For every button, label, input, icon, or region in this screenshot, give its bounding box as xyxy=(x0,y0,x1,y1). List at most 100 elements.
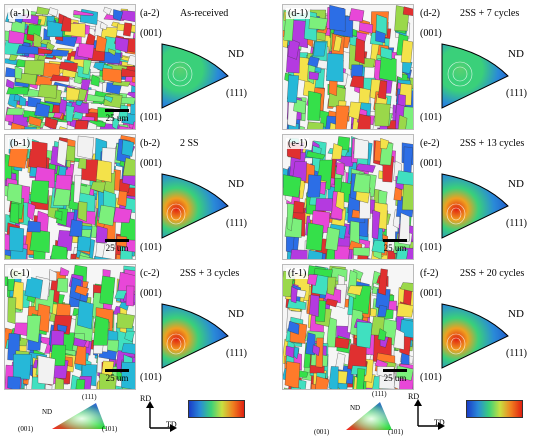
key-001-right: (001) xyxy=(314,428,329,436)
ipf-pole-111: (111) xyxy=(226,348,247,359)
ipf-pole-101: (101) xyxy=(420,372,442,383)
ebsd-map-d1: (d-1) xyxy=(282,4,414,130)
ipf-pole-101: (101) xyxy=(140,242,162,253)
grain xyxy=(354,138,369,159)
grain xyxy=(315,198,332,211)
panel-label-c1: (c-1) xyxy=(8,268,31,279)
grain xyxy=(77,301,93,330)
ipf-nd-label: ND xyxy=(228,48,244,60)
grain xyxy=(353,248,369,256)
grain xyxy=(27,316,41,343)
grain xyxy=(402,181,413,210)
ebsd-map-c1: (c-1) 25 um xyxy=(4,264,136,390)
ipf-triangle xyxy=(162,174,228,238)
scale-bar-e1: 25 um xyxy=(383,239,407,253)
ipf-title-a2: As-received xyxy=(180,8,228,19)
ipf-title-b2: 2 SS xyxy=(180,138,199,149)
scale-bar-line xyxy=(105,239,129,242)
grain xyxy=(30,180,49,204)
ipf-nd-label: ND xyxy=(508,178,524,190)
rd-label-right: RD xyxy=(408,392,419,401)
ipf-color-key-left: ND (111) (001) (101) xyxy=(12,393,122,441)
grain xyxy=(379,56,396,82)
grain xyxy=(70,219,83,236)
grain xyxy=(117,313,135,328)
ipf-panel-b2: (b-2) 2 SS (001) (101) (111) ND xyxy=(140,134,265,259)
rd-label-left: RD xyxy=(140,394,151,403)
ipf-nd-label: ND xyxy=(508,48,524,60)
scale-bar-f1: 25 um xyxy=(383,369,407,383)
ipf-label-e2: (e-2) xyxy=(420,138,439,149)
scale-bar-b1: 25 um xyxy=(105,239,129,253)
key-nd-left: ND xyxy=(42,408,52,416)
ipf-triangle xyxy=(442,44,508,108)
scale-bar-text: 25 um xyxy=(106,113,129,123)
grain xyxy=(396,171,413,186)
colorbar-left xyxy=(188,400,245,418)
ipf-pole-111: (111) xyxy=(506,88,527,99)
ebsd-map-f1: (f-1) 25 um xyxy=(282,264,414,390)
grain xyxy=(309,295,319,317)
panel-label-f1: (f-1) xyxy=(286,268,308,279)
ipf-pole-001: (001) xyxy=(420,28,442,39)
panel-label-d1: (d-1) xyxy=(286,8,310,19)
ipf-label-a2: (a-2) xyxy=(140,8,159,19)
grain xyxy=(126,286,134,306)
grain xyxy=(289,250,308,259)
ipf-panel-a2: (a-2) As-received (001) (101) (111) ND xyxy=(140,4,265,129)
td-label-right: TD xyxy=(434,418,445,427)
ipf-nd-label: ND xyxy=(228,308,244,320)
grain xyxy=(306,223,323,251)
td-label-left: TD xyxy=(166,420,177,429)
grain-mosaic-d1 xyxy=(283,5,413,129)
grain xyxy=(401,40,413,63)
key-nd-right: ND xyxy=(350,404,360,412)
ipf-label-f2: (f-2) xyxy=(420,268,438,279)
ipf-pole-001: (001) xyxy=(140,288,162,299)
grain xyxy=(98,205,115,226)
grain xyxy=(283,175,301,198)
grain xyxy=(326,53,343,82)
grain xyxy=(78,158,86,169)
ipf-pole-001: (001) xyxy=(140,158,162,169)
grain xyxy=(100,276,115,305)
key-111-right: (111) xyxy=(372,390,387,398)
grain xyxy=(10,203,19,224)
key-101-right: (101) xyxy=(388,428,403,436)
ipf-title-f2: 2SS + 20 cycles xyxy=(460,268,524,279)
grain xyxy=(38,84,57,98)
ipf-pole-111: (111) xyxy=(226,218,247,229)
scale-bar-a1: 25 um xyxy=(105,109,129,123)
ipf-pole-101: (101) xyxy=(420,242,442,253)
ipf-panel-e2: (e-2) 2SS + 13 cycles (001) (101) (111) … xyxy=(420,134,545,259)
ipf-pole-111: (111) xyxy=(226,88,247,99)
grain xyxy=(293,201,305,213)
key-001-left: (001) xyxy=(18,425,33,433)
ipf-color-key-right: ND (111) (001) (101) xyxy=(310,388,420,440)
ipf-pole-001: (001) xyxy=(140,28,162,39)
grain xyxy=(291,286,297,303)
ipf-pole-001: (001) xyxy=(420,158,442,169)
scale-bar-line xyxy=(383,369,407,372)
ipf-pole-101: (101) xyxy=(140,112,162,123)
colorbar-right xyxy=(466,400,523,418)
grain xyxy=(306,122,323,129)
scale-bar-text: 25 um xyxy=(106,243,129,253)
grain xyxy=(74,120,88,129)
grain xyxy=(118,191,128,207)
grain xyxy=(349,8,364,21)
panel-label-b1: (b-1) xyxy=(8,138,32,149)
grain xyxy=(54,378,63,389)
panel-label-a1: (a-1) xyxy=(8,8,31,19)
grain xyxy=(308,91,321,121)
grain xyxy=(307,274,317,285)
scale-bar-line xyxy=(105,109,129,112)
panel-label-e1: (e-1) xyxy=(286,138,309,149)
scale-bar-c1: 25 um xyxy=(105,369,129,383)
ipf-label-c2: (c-2) xyxy=(140,268,159,279)
ipf-pole-101: (101) xyxy=(140,372,162,383)
grain xyxy=(77,43,94,59)
grain xyxy=(353,174,370,193)
grain xyxy=(30,229,50,252)
scale-bar-line xyxy=(383,239,407,242)
